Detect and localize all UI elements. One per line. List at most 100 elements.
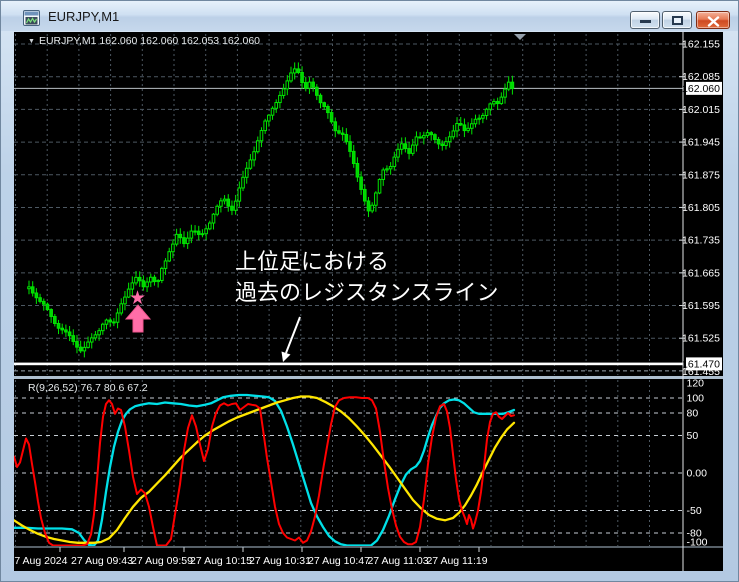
price-axis-label: 161.595 bbox=[682, 300, 720, 312]
candle-body bbox=[303, 82, 308, 89]
candle-body bbox=[126, 288, 131, 298]
annotation-line-1: 上位足における bbox=[235, 250, 390, 275]
candle-body bbox=[366, 200, 371, 212]
candle-body bbox=[248, 159, 253, 169]
chart-ohlc-text: EURJPY,M1 162.060 162.060 162.053 162.06… bbox=[38, 35, 261, 47]
time-axis-label: 27 Aug 11:03 bbox=[367, 555, 428, 567]
candle-body bbox=[484, 108, 489, 116]
oscillator-series bbox=[14, 393, 516, 546]
panel-splitter[interactable] bbox=[14, 376, 723, 379]
candle-body bbox=[433, 134, 437, 140]
candle-body bbox=[178, 233, 183, 239]
candle-body bbox=[204, 228, 208, 235]
candle-body bbox=[315, 86, 319, 96]
candle-body bbox=[174, 233, 179, 245]
candle-body bbox=[89, 337, 94, 343]
candle-body bbox=[436, 138, 441, 145]
candle-body bbox=[115, 312, 120, 323]
indicator-scale-label: 50 bbox=[687, 430, 699, 442]
oscillator-line-rci-9 bbox=[14, 396, 515, 546]
candle-body bbox=[241, 176, 245, 189]
bid-price-label: 161.455 bbox=[682, 366, 720, 378]
candle-body bbox=[34, 292, 39, 299]
candle-body bbox=[466, 127, 470, 132]
candle-body bbox=[130, 282, 135, 290]
chart-shift-marker bbox=[514, 34, 526, 40]
price-axis-label: 162.085 bbox=[682, 71, 720, 83]
chart-canvas[interactable]: ★ 162.155 162.085 162.015 161.945 161.875 161.… bbox=[14, 32, 723, 571]
candle-body bbox=[75, 340, 79, 348]
candle-body bbox=[488, 103, 493, 110]
candle-body bbox=[399, 143, 404, 150]
candle-body bbox=[403, 143, 408, 150]
candle-body bbox=[160, 267, 164, 281]
candle-body bbox=[112, 321, 116, 324]
time-axis-label: 27 Aug 09:59 bbox=[131, 555, 193, 567]
indicator-scale-label: 120 bbox=[687, 378, 705, 390]
candle-body bbox=[337, 130, 341, 134]
candle-body bbox=[285, 80, 290, 90]
candle-body bbox=[477, 117, 481, 120]
candle-body bbox=[278, 94, 282, 104]
candle-body bbox=[495, 100, 500, 105]
candle-body bbox=[196, 230, 201, 235]
resistance-line bbox=[14, 362, 683, 366]
indicator-scale-label: 0.00 bbox=[687, 468, 708, 480]
candle-body bbox=[333, 121, 338, 132]
candle-body bbox=[451, 130, 456, 138]
candle-body bbox=[230, 205, 234, 211]
candle-body bbox=[93, 334, 98, 339]
time-axis-label: 27 Aug 10:15 bbox=[190, 555, 252, 567]
candle-body bbox=[193, 230, 197, 233]
candle-body bbox=[506, 81, 511, 90]
candle-body bbox=[97, 330, 101, 336]
close-button[interactable] bbox=[696, 11, 730, 29]
candle-body bbox=[281, 88, 286, 96]
candle-body bbox=[119, 303, 124, 314]
title-bar[interactable]: EURJPY,M1 bbox=[1, 1, 738, 31]
indicator-scale-label: -50 bbox=[687, 505, 702, 517]
price-axis-label: 161.735 bbox=[682, 235, 720, 247]
candle-body bbox=[329, 112, 334, 123]
window-title: EURJPY,M1 bbox=[48, 9, 120, 24]
minimize-icon bbox=[640, 20, 651, 23]
candle-body bbox=[30, 286, 35, 294]
minimize-button[interactable] bbox=[630, 11, 660, 29]
candle-body bbox=[237, 187, 242, 202]
candle-body bbox=[208, 222, 212, 230]
candle-body bbox=[296, 68, 301, 74]
candle-body bbox=[226, 198, 231, 207]
price-axis-label: 161.805 bbox=[682, 202, 720, 214]
symbol-dropdown-icon[interactable]: ▼ bbox=[28, 38, 35, 45]
candle-body bbox=[326, 106, 330, 114]
candle-body bbox=[311, 81, 315, 88]
current-price-label: 162.060 bbox=[682, 83, 720, 95]
candle-body bbox=[215, 205, 219, 215]
candle-body bbox=[104, 319, 109, 325]
resistance-price-box bbox=[686, 357, 722, 371]
oscillator-line-rci-52 bbox=[14, 395, 516, 544]
candle-body bbox=[444, 141, 448, 146]
candle-body bbox=[244, 167, 249, 178]
vertical-gridlines bbox=[15, 34, 650, 546]
candle-body bbox=[233, 200, 238, 211]
candle-body bbox=[200, 233, 205, 236]
candle-body bbox=[362, 188, 367, 202]
maximize-button[interactable] bbox=[662, 11, 692, 29]
candle-body bbox=[447, 136, 452, 143]
candle-body bbox=[211, 213, 216, 224]
candle-body bbox=[171, 243, 175, 253]
candle-body bbox=[351, 150, 356, 165]
candle-body bbox=[370, 204, 374, 212]
candle-body bbox=[374, 192, 378, 206]
candle-body bbox=[385, 168, 389, 171]
candle-body bbox=[270, 107, 275, 116]
chart-ohlc-header: ▼ EURJPY,M1 162.060 162.060 162.053 162.0… bbox=[28, 35, 260, 47]
candle-body bbox=[322, 102, 326, 108]
candle-body bbox=[123, 296, 127, 305]
current-price-box bbox=[686, 81, 722, 95]
indicator-scale-label: -100 bbox=[687, 537, 708, 549]
candle-body bbox=[307, 81, 312, 89]
candle-body bbox=[141, 280, 146, 288]
